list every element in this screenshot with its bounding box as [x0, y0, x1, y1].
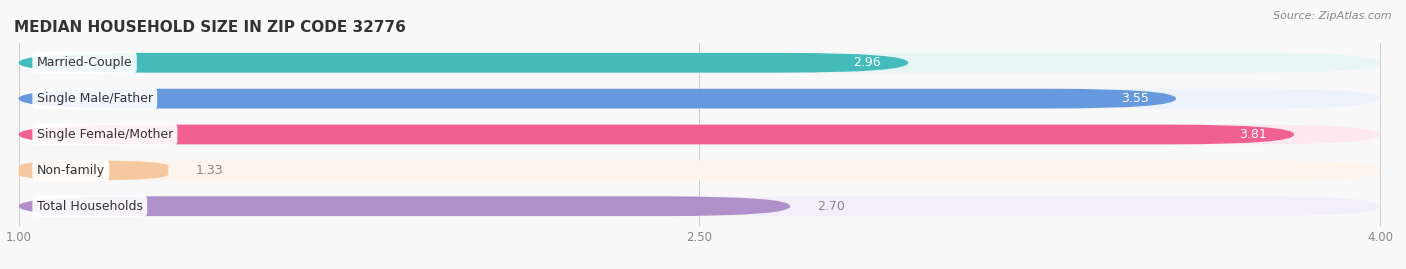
- FancyBboxPatch shape: [18, 196, 790, 216]
- FancyBboxPatch shape: [18, 125, 1294, 144]
- FancyBboxPatch shape: [18, 89, 1175, 108]
- FancyBboxPatch shape: [18, 161, 1381, 180]
- Text: Married-Couple: Married-Couple: [37, 56, 132, 69]
- Text: 1.33: 1.33: [195, 164, 224, 177]
- FancyBboxPatch shape: [18, 196, 1381, 216]
- Text: 2.96: 2.96: [853, 56, 882, 69]
- FancyBboxPatch shape: [18, 161, 169, 180]
- Text: 2.70: 2.70: [817, 200, 845, 213]
- Text: 3.81: 3.81: [1239, 128, 1267, 141]
- FancyBboxPatch shape: [18, 53, 1381, 73]
- Text: MEDIAN HOUSEHOLD SIZE IN ZIP CODE 32776: MEDIAN HOUSEHOLD SIZE IN ZIP CODE 32776: [14, 20, 406, 35]
- Text: Single Male/Father: Single Male/Father: [37, 92, 153, 105]
- FancyBboxPatch shape: [18, 53, 908, 73]
- Text: Source: ZipAtlas.com: Source: ZipAtlas.com: [1274, 11, 1392, 21]
- FancyBboxPatch shape: [18, 125, 1381, 144]
- Text: Non-family: Non-family: [37, 164, 105, 177]
- Text: Total Households: Total Households: [37, 200, 143, 213]
- Text: Single Female/Mother: Single Female/Mother: [37, 128, 173, 141]
- FancyBboxPatch shape: [18, 89, 1381, 108]
- Text: 3.55: 3.55: [1121, 92, 1149, 105]
